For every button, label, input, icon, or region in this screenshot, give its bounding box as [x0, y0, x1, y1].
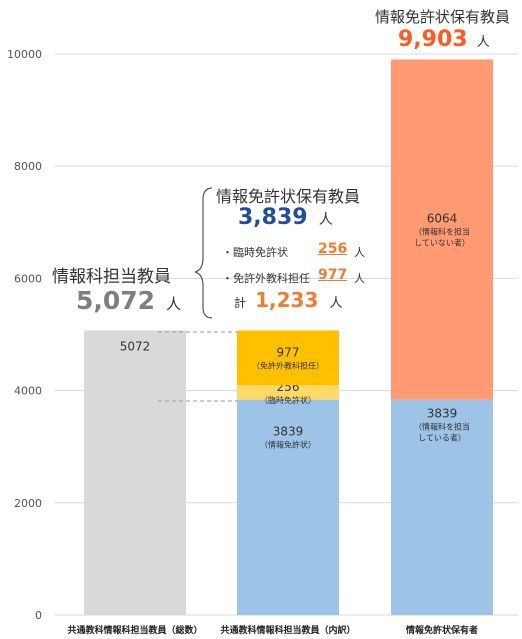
y-tick-label: 4000 [14, 385, 42, 398]
x-category-label: 共通教科情報科担当教員（内訳） [220, 624, 355, 636]
bar-segment [237, 385, 339, 400]
bar-value-label: 5072 [120, 339, 151, 353]
y-tick-label: 6000 [14, 272, 42, 285]
y-tick-label: 0 [35, 609, 42, 622]
license-holders-in-charge-value-row: 3,839 人 [238, 205, 333, 230]
license-holders-in-charge-unit: 人 [318, 212, 333, 228]
bar-value-label: 6064 [427, 212, 458, 226]
license-holders-total-value-row: 9,903 人 [398, 27, 490, 52]
bar-sublabel: している者） [418, 434, 466, 443]
license-holders-total-value: 9,903 [398, 27, 468, 52]
y-tick-label: 2000 [14, 497, 42, 510]
bar-sublabel: （情報免許状） [260, 440, 316, 450]
total-teachers-value-row: 5,072 人 [76, 286, 181, 315]
y-tick-label: 8000 [14, 160, 42, 173]
y-axis: 0 2000 4000 6000 8000 10000 [7, 48, 42, 622]
license-holders-in-charge-value: 3,839 [238, 205, 308, 230]
temporary-license-unit: 人 [354, 246, 365, 259]
bar-sublabel: （情報科を担当 [414, 422, 470, 432]
bars: 50723839（情報免許状）256（臨時免許状）977（免許外教科担任）383… [84, 59, 493, 615]
subtotal-label: 計 [234, 296, 247, 310]
bar-sublabel: （免許外教科担任） [252, 360, 324, 370]
temporary-license-value: 256 [318, 241, 348, 257]
out-of-field-unit: 人 [354, 272, 365, 285]
out-of-field-label: ・免許外教科担任 [222, 272, 310, 285]
bar-value-label: 3839 [273, 425, 304, 439]
bar-segment [84, 330, 186, 615]
license-holders-total-title: 情報免許状保有教員 [375, 8, 511, 26]
total-teachers-unit: 人 [166, 295, 182, 313]
license-holders-in-charge-title: 情報免許状保有教員 [216, 187, 361, 206]
bar-sublabel: （臨時免許状） [260, 395, 316, 405]
subtotal-value: 1,233 [255, 288, 319, 312]
out-of-field-value: 977 [318, 267, 348, 283]
total-teachers-value: 5,072 [76, 286, 156, 315]
bar-segment [391, 399, 493, 615]
y-tick-label: 10000 [7, 48, 42, 61]
x-axis: 共通教科情報科担当教員（総数） 共通教科情報科担当教員（内訳） 情報免許状保有者 [67, 624, 478, 636]
subtotal-unit: 人 [329, 296, 343, 311]
bar-value-label: 977 [277, 345, 300, 359]
subtotal-row: 計 1,233 人 [234, 288, 342, 312]
bar-sublabel: （情報科を担当 [414, 227, 470, 237]
brace-bracket [194, 187, 213, 319]
total-teachers-title: 情報科担当教員 [52, 267, 171, 287]
x-category-label: 情報免許状保有者 [405, 624, 478, 636]
license-holders-total-unit: 人 [476, 35, 490, 50]
bar-sublabel: していない者） [414, 239, 470, 248]
bar-segment [237, 399, 339, 615]
x-category-label: 共通教科情報科担当教員（総数） [67, 624, 202, 636]
bar-value-label: 3839 [427, 407, 458, 421]
bar-segment [391, 59, 493, 400]
temporary-license-label: ・臨時免許状 [222, 246, 288, 259]
bar-segment [237, 330, 339, 386]
